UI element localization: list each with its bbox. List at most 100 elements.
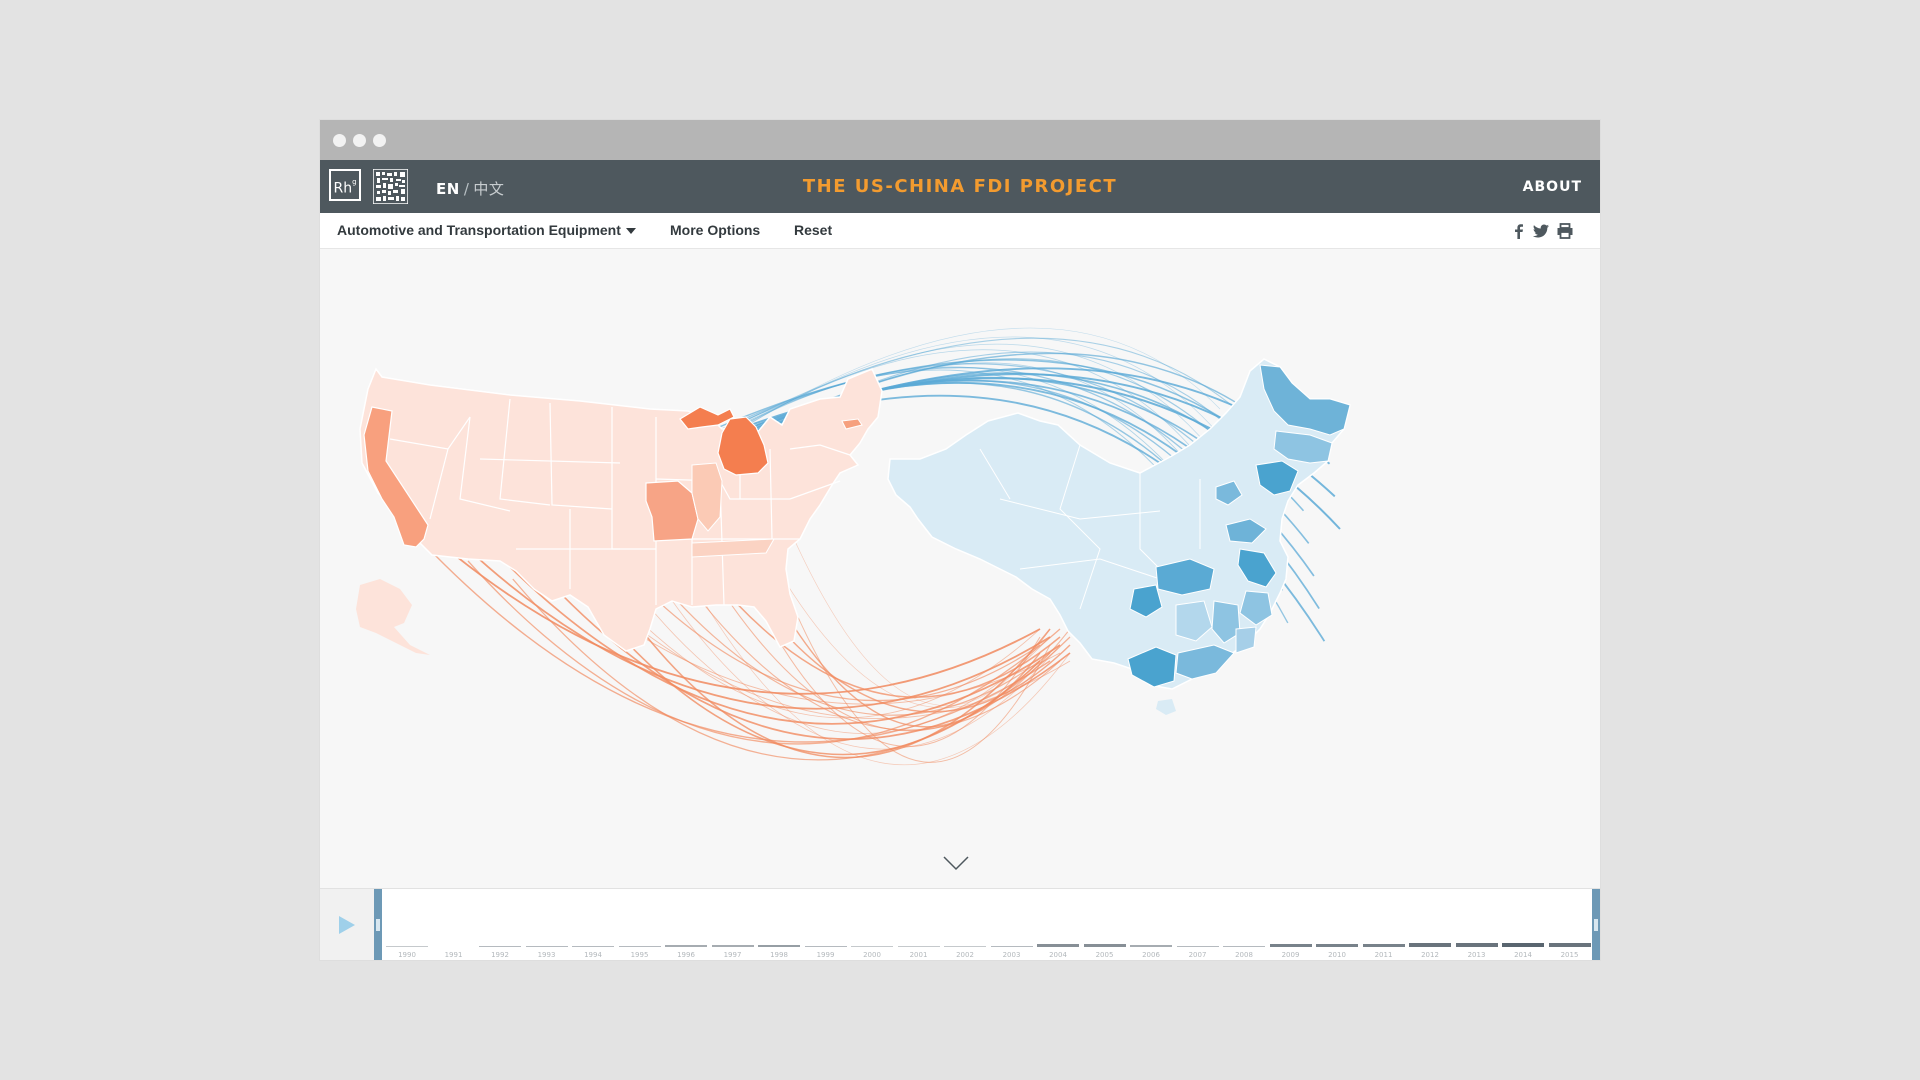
china-jiangxi[interactable] — [1211, 600, 1241, 644]
timeline-year-label: 2006 — [1142, 951, 1160, 959]
timeline-year[interactable]: 1995 — [617, 889, 663, 960]
china-map — [887, 358, 1351, 715]
timeline-year-label: 1992 — [491, 951, 509, 959]
timeline-year[interactable]: 1991 — [431, 889, 477, 960]
about-link[interactable]: ABOUT — [1522, 179, 1582, 195]
timeline-track[interactable]: 1990 1991 1992 1993 1994 1995 1996 1997 1998 1999… — [374, 889, 1600, 960]
timeline-year-label: 1994 — [584, 951, 602, 959]
us-state-massachusetts[interactable] — [841, 418, 863, 430]
timeline-year[interactable]: 1990 — [384, 889, 430, 960]
timeline-year[interactable]: 2000 — [849, 889, 895, 960]
industry-dropdown[interactable]: Automotive and Transportation Equipment — [337, 222, 636, 238]
flow-arc — [645, 560, 1061, 750]
flow-arc — [468, 524, 1061, 725]
timeline-year-label: 2001 — [909, 951, 928, 959]
timeline-year-label: 2012 — [1421, 951, 1439, 959]
flow-map[interactable] — [320, 249, 1600, 888]
china-jilin[interactable] — [1273, 430, 1333, 464]
timeline-year[interactable]: 2005 — [1082, 889, 1128, 960]
timeline-year-bar — [618, 946, 661, 947]
timeline-year[interactable]: 2010 — [1314, 889, 1360, 960]
us-state-michigan[interactable] — [679, 406, 769, 476]
china-liaoning[interactable] — [1255, 460, 1299, 496]
timeline-year[interactable]: 1992 — [477, 889, 523, 960]
flow-arc — [690, 578, 1071, 766]
window-maximize-button[interactable] — [373, 134, 386, 147]
china-hainan[interactable] — [1156, 699, 1176, 715]
lang-zh-link[interactable]: 中文 — [473, 180, 505, 198]
more-options-button[interactable]: More Options — [670, 222, 761, 238]
china-hunan[interactable] — [1175, 600, 1213, 642]
us-state-alaska[interactable] — [356, 579, 430, 655]
china-heilongjiang[interactable] — [1259, 364, 1351, 436]
timeline-start-handle[interactable] — [374, 889, 382, 960]
twitter-icon[interactable] — [1532, 222, 1550, 240]
lang-en-link[interactable]: EN — [436, 180, 460, 198]
timeline-year[interactable]: 1996 — [663, 889, 709, 960]
site-header: Rhg EN / 中文 THE US-CHINA FDI PROJECT ABOUT — [320, 160, 1600, 213]
timeline-year-bar — [1223, 946, 1265, 947]
timeline-year[interactable]: 1997 — [710, 889, 756, 960]
us-state-california[interactable] — [363, 406, 429, 548]
timeline-year-label: 2015 — [1560, 951, 1579, 959]
timeline-year-label: 2010 — [1328, 951, 1346, 959]
timeline-year[interactable]: 2002 — [942, 889, 988, 960]
filter-toolbar: Automotive and Transportation Equipment … — [320, 213, 1600, 249]
timeline-year-bar — [1269, 944, 1312, 947]
timeline-year[interactable]: 1994 — [570, 889, 616, 960]
timeline-year[interactable]: 2003 — [989, 889, 1035, 960]
timeline-year-bar — [1362, 944, 1405, 947]
timeline-year[interactable]: 2011 — [1361, 889, 1407, 960]
reset-button[interactable]: Reset — [794, 222, 833, 238]
timeline-year[interactable]: 2009 — [1268, 889, 1314, 960]
china-hubei[interactable] — [1155, 558, 1215, 596]
china-zhejiang[interactable] — [1239, 590, 1273, 626]
timeline-year[interactable]: 1999 — [803, 889, 849, 960]
timeline-end-handle[interactable] — [1592, 889, 1600, 960]
flow-arc — [467, 560, 1061, 745]
timeline-year-label: 1999 — [816, 951, 835, 959]
facebook-icon[interactable] — [1510, 222, 1528, 240]
timeline-year[interactable]: 2007 — [1175, 889, 1221, 960]
us-state-missouri[interactable] — [645, 480, 699, 542]
us-map — [356, 367, 883, 655]
timeline-year[interactable]: 1998 — [756, 889, 802, 960]
timeline-year[interactable]: 2006 — [1128, 889, 1174, 960]
timeline-year[interactable]: 2013 — [1454, 889, 1500, 960]
flow-arc — [512, 578, 1071, 761]
china-jiangsu[interactable] — [1237, 548, 1277, 588]
play-button[interactable] — [320, 889, 374, 960]
timeline-year-label: 2009 — [1281, 951, 1300, 959]
window-minimize-button[interactable] — [353, 134, 366, 147]
china-fujian[interactable] — [1235, 626, 1257, 654]
play-icon — [339, 916, 355, 934]
timeline-year-bar — [479, 946, 521, 947]
us-state-illinois[interactable] — [691, 462, 723, 532]
timeline-year-label: 1996 — [677, 951, 695, 959]
flow-arc — [424, 506, 1051, 710]
timeline-year-label: 2005 — [1095, 951, 1114, 959]
timeline-year-label: 2002 — [956, 951, 974, 959]
china-guangdong[interactable] — [1175, 644, 1235, 680]
timeline-year[interactable]: 1993 — [524, 889, 570, 960]
timeline-year-bar — [990, 946, 1033, 947]
timeline-year-bar — [1409, 943, 1451, 947]
timeline-year[interactable]: 2014 — [1500, 889, 1546, 960]
print-icon[interactable] — [1556, 222, 1574, 240]
timeline-year[interactable]: 2008 — [1221, 889, 1267, 960]
china-shandong[interactable] — [1225, 518, 1267, 544]
timeline-year[interactable]: 2004 — [1035, 889, 1081, 960]
window-titlebar — [320, 120, 1600, 160]
site-title[interactable]: THE US-CHINA FDI PROJECT — [802, 176, 1118, 197]
timeline-year[interactable]: 2012 — [1407, 889, 1453, 960]
china-guangxi[interactable] — [1127, 646, 1177, 688]
timeline-year[interactable]: 2001 — [896, 889, 942, 960]
timeline-year[interactable]: 2015 — [1547, 889, 1593, 960]
partner-logo-icon[interactable] — [373, 169, 408, 204]
scroll-down-icon[interactable] — [943, 856, 969, 871]
china-chongqing[interactable] — [1129, 584, 1163, 618]
rhodium-logo[interactable]: Rhg — [329, 169, 361, 201]
china-beijing-tianjin[interactable] — [1215, 480, 1243, 506]
us-state-tennessee[interactable] — [691, 538, 775, 558]
window-close-button[interactable] — [333, 134, 346, 147]
